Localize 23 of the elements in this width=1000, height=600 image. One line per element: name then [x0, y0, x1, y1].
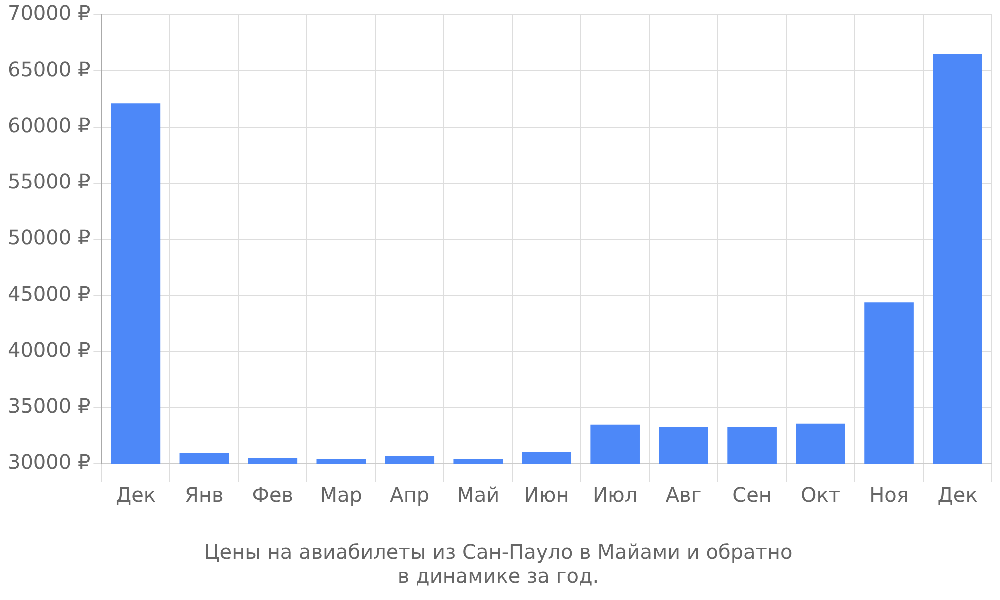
x-tick-label: Ноя — [870, 483, 909, 508]
y-tick-label: 35000 ₽ — [8, 394, 91, 418]
x-tick-label: Дек — [938, 483, 978, 508]
x-tick-label: Июл — [593, 483, 638, 508]
x-tick-label: Авг — [666, 483, 702, 508]
x-tick-label: Окт — [801, 483, 841, 508]
x-tick-label: Апр — [390, 483, 430, 508]
y-tick-label: 30000 ₽ — [8, 450, 91, 474]
y-tick-label: 70000 ₽ — [8, 1, 91, 26]
x-tick-label: Фев — [252, 483, 294, 508]
y-tick-label: 45000 ₽ — [8, 282, 91, 306]
y-tick-label: 40000 ₽ — [8, 338, 91, 362]
x-tick-label: Май — [457, 483, 500, 508]
x-tick-label: Июн — [524, 483, 570, 508]
y-tick-label: 50000 ₽ — [8, 226, 91, 250]
x-tick-label: Янв — [185, 483, 224, 508]
x-tick-label: Дек — [116, 483, 156, 508]
text: Цены на авиабилеты из Сан-Пауло в Майами и обратно в динамике за год. — [204, 540, 793, 588]
y-tick-label: 60000 ₽ — [8, 113, 91, 138]
x-tick-label: Сен — [732, 483, 772, 508]
x-tick-label: Мар — [320, 483, 363, 508]
y-tick-label: 55000 ₽ — [8, 170, 91, 194]
y-tick-label: 65000 ₽ — [8, 57, 91, 82]
